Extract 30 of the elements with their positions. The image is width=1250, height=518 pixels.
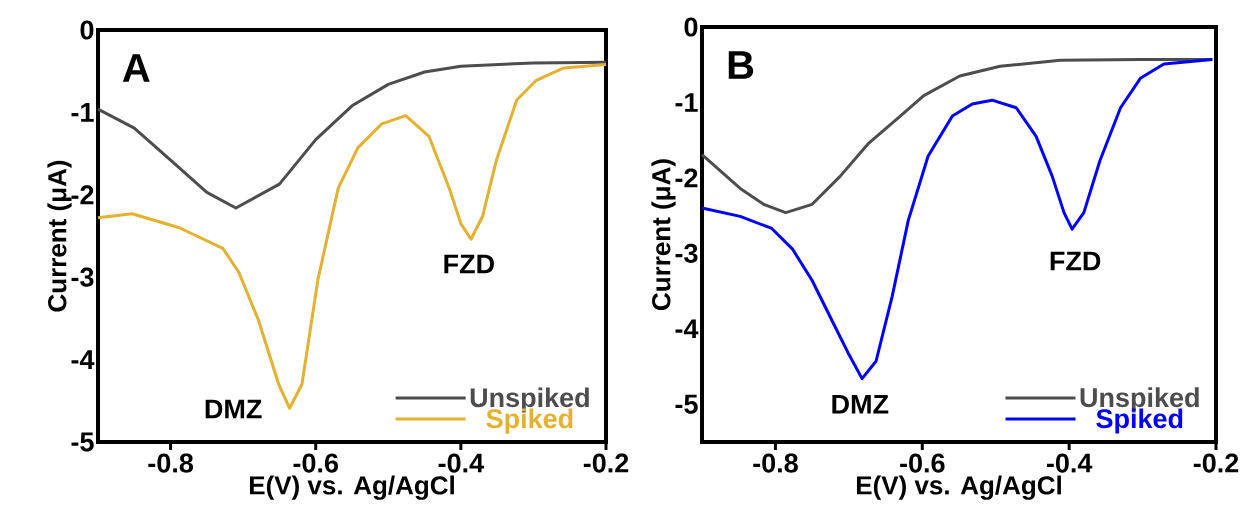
x-tick-label: -0.6 [900, 453, 945, 473]
y-tick-label: -1 [71, 103, 94, 122]
x-axis-title: E(V) vs. Ag/AgCl [856, 475, 1061, 500]
y-tick-label: 0 [80, 20, 94, 40]
y-axis-title: Current (μA) [651, 159, 676, 310]
y-tick-label: -3 [675, 243, 698, 263]
y-tick-label: 0 [684, 17, 698, 37]
y-tick-label: -2 [675, 168, 698, 188]
x-tick-label: -0.2 [1193, 453, 1239, 473]
x-tick-label: -0.6 [293, 453, 339, 473]
y-tick-label: -4 [675, 319, 699, 339]
y-tick-label: -1 [675, 93, 698, 112]
x-tick-label: -0.2 [583, 453, 629, 473]
annotation: DMZ [832, 394, 889, 414]
annotation: A [122, 54, 150, 82]
y-tick-label: -4 [71, 350, 95, 369]
x-tick-label: -0.8 [753, 453, 798, 473]
x-tick-label: -0.4 [438, 453, 484, 473]
x-tick-label: -0.4 [1046, 453, 1093, 473]
y-tick-label: -5 [71, 432, 94, 452]
annotation: B [728, 51, 754, 79]
y-tick-label: -5 [675, 394, 698, 414]
x-tick-label: -0.8 [148, 453, 194, 473]
y-axis-title: Current (μA) [47, 160, 72, 312]
y-tick-label: -3 [71, 267, 94, 287]
annotation: DMZ [205, 399, 262, 419]
x-axis-title: E(V) vs. Ag/AgCl [249, 475, 454, 500]
annotation: FZD [1050, 251, 1101, 271]
y-tick-label: -2 [71, 185, 94, 205]
annotation: FZD [444, 254, 494, 274]
